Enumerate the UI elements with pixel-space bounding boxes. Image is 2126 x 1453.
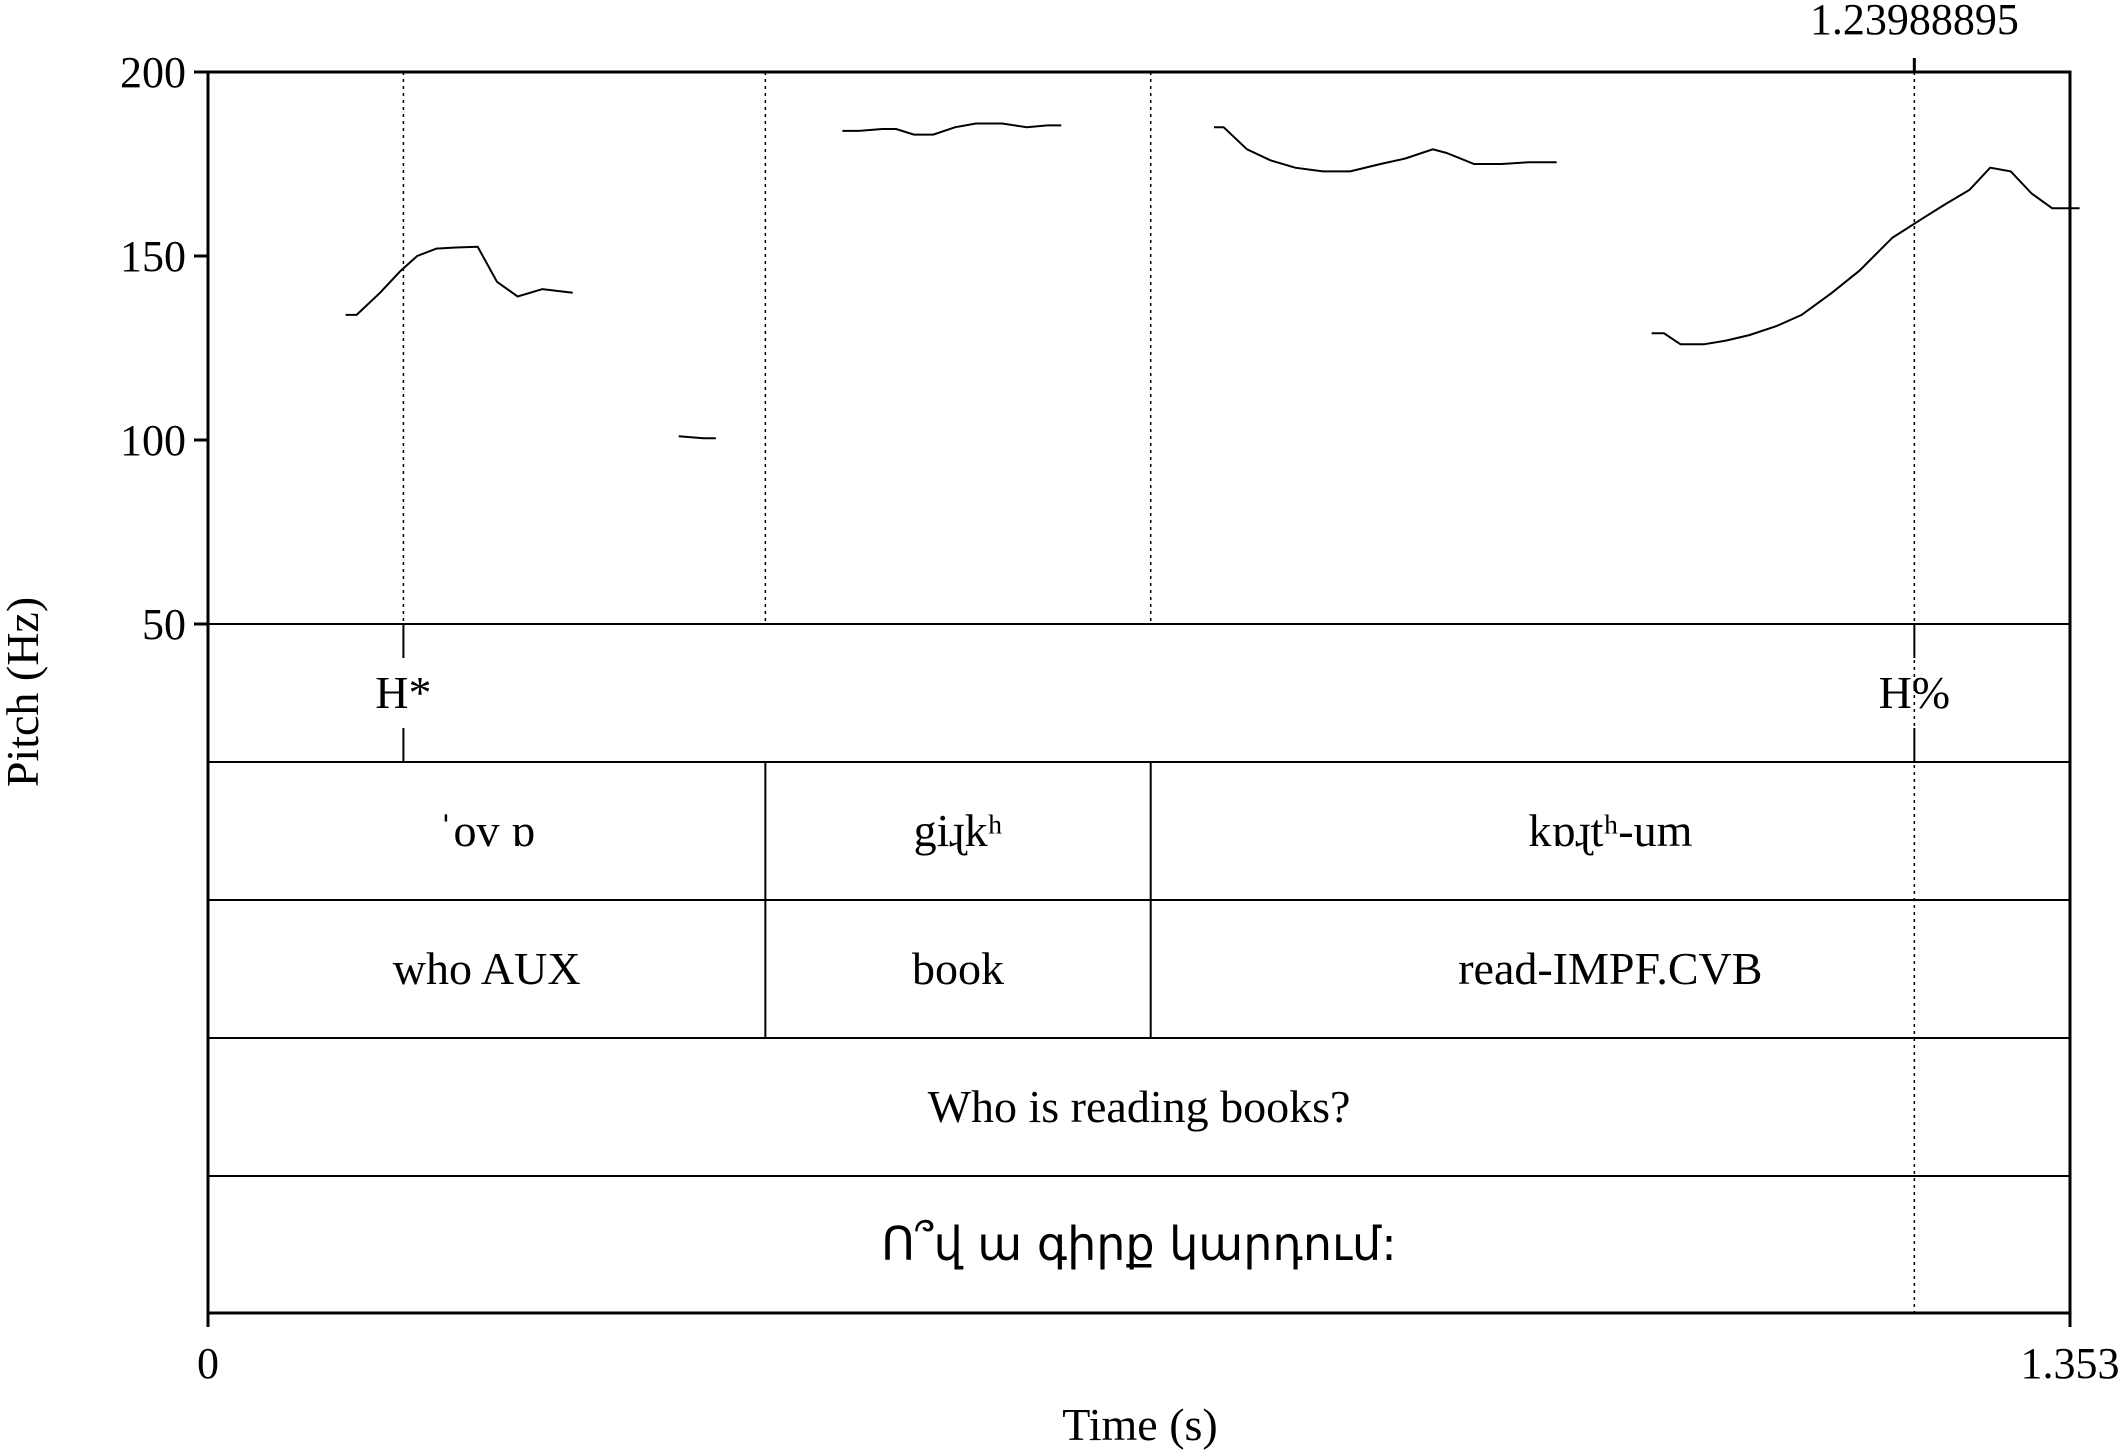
ipa-label-1: giɻkʰ: [914, 805, 1003, 856]
pitch-segment-2: [842, 122, 1062, 136]
y-axis-label: Pitch (Hz): [0, 597, 48, 787]
gloss-label-2: read-IMPF.CVB: [1458, 943, 1762, 994]
armenian-text: Ո՞վ ա գիրք կարդում:: [881, 1217, 1396, 1271]
pitch-contour: [345, 122, 2080, 440]
y-axis: 200 150 100 50: [120, 48, 208, 649]
pitch-segment-1: [678, 435, 716, 440]
word-boundaries: [402, 72, 1152, 624]
y-tick-label-150: 150: [120, 232, 186, 281]
y-tick-label-200: 200: [120, 48, 186, 97]
gloss-label-1: book: [912, 943, 1004, 994]
plot-frame: [206, 70, 2072, 1315]
ipa-label-2: kɒɻtʰ-um: [1528, 805, 1692, 856]
y-tick-label-50: 50: [142, 600, 186, 649]
x-tick-label-end: 1.353: [2021, 1339, 2120, 1388]
tone-label-0: H*: [375, 667, 431, 718]
pitch-segment-0: [345, 245, 573, 316]
x-axis-label: Time (s): [1062, 1399, 1218, 1450]
cursor-time-label: 1.23988895: [1810, 0, 2019, 44]
x-tick-label-start: 0: [197, 1339, 219, 1388]
translation-text: Who is reading books?: [928, 1081, 1351, 1132]
y-tick-label-100: 100: [120, 416, 186, 465]
ipa-label-0: ˈov ɒ: [438, 805, 535, 856]
gloss-label-0: who AUX: [393, 943, 581, 994]
pitch-segment-4: [1651, 166, 2080, 346]
pitch-segment-3: [1214, 126, 1557, 173]
